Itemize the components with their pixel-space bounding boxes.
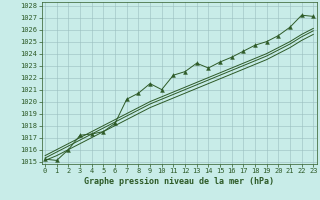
X-axis label: Graphe pression niveau de la mer (hPa): Graphe pression niveau de la mer (hPa) <box>84 177 274 186</box>
